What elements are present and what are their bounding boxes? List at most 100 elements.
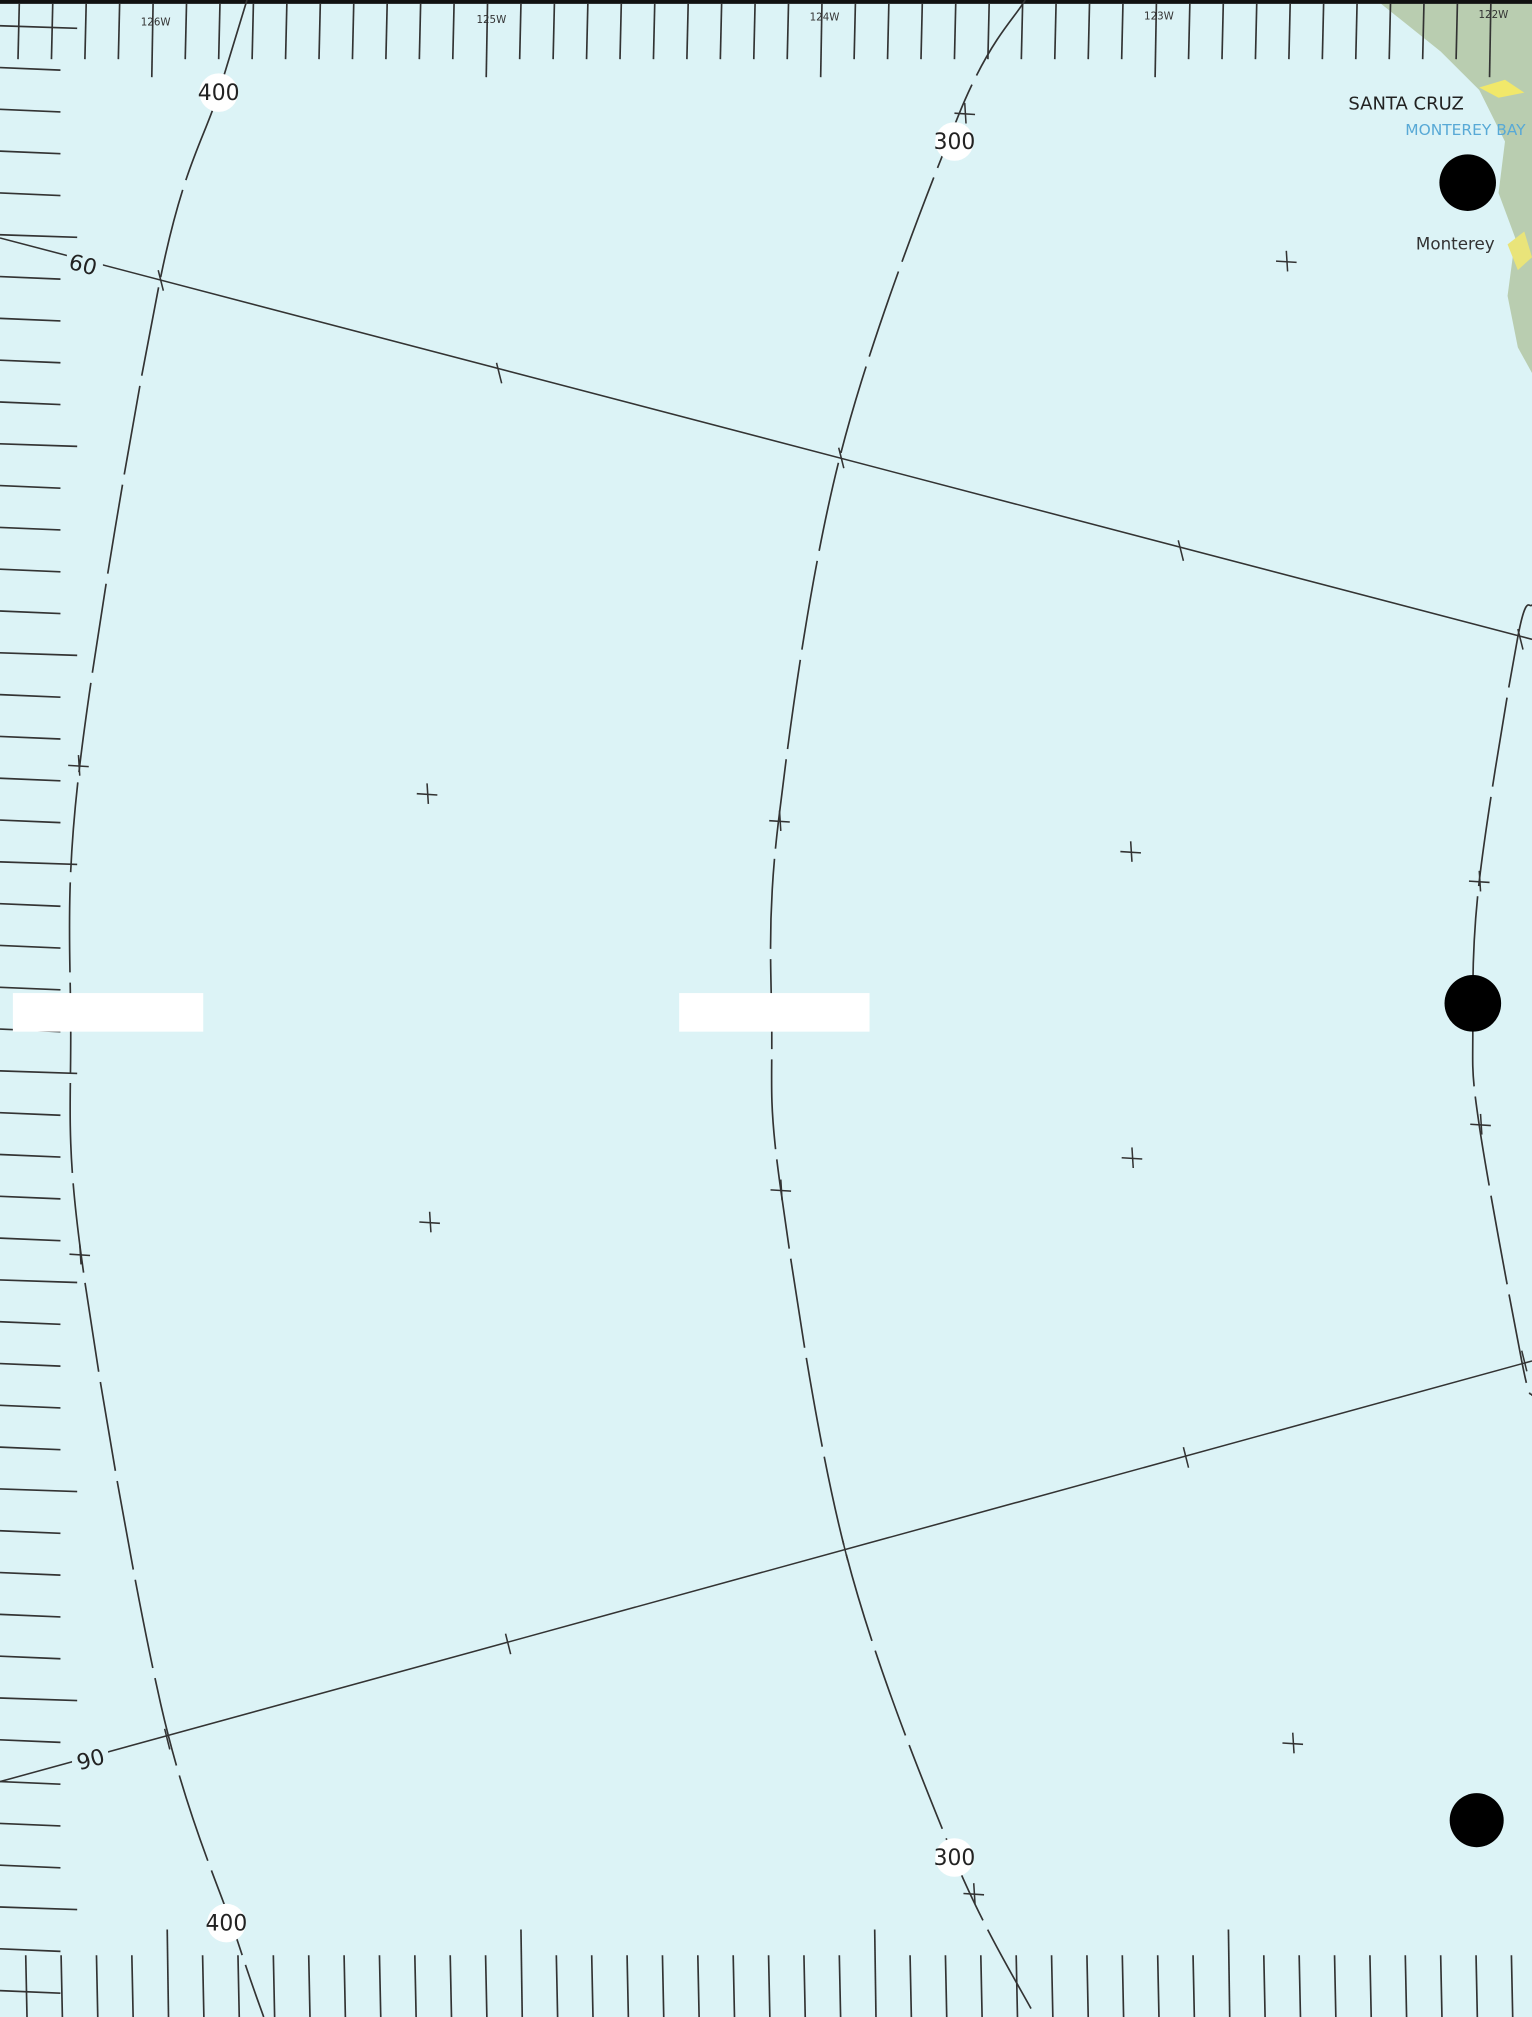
scale-tick	[485, 3, 489, 78]
scale-tick	[0, 819, 61, 824]
scale-tick	[0, 568, 61, 573]
scale-tick	[1354, 3, 1358, 60]
scale-tick	[0, 484, 61, 490]
range-label: 300	[934, 1846, 976, 1871]
scale-tick	[552, 3, 556, 60]
scale-tick	[0, 1195, 61, 1200]
town-area	[1507, 231, 1532, 271]
scale-tick	[0, 610, 61, 615]
scale-tick	[0, 1070, 78, 1075]
line-tick	[837, 447, 845, 469]
scale-tick	[385, 3, 389, 60]
scale-tick	[1120, 3, 1124, 60]
scale-tick	[307, 1955, 311, 2017]
scale-tick	[17, 3, 21, 60]
scale-tick	[696, 1955, 700, 2017]
scale-tick	[343, 1955, 347, 2017]
scale-tick	[449, 1955, 453, 2017]
scale-tick	[0, 108, 61, 113]
scale-tick	[0, 1571, 61, 1576]
blank-patch	[12, 993, 204, 1032]
scale-tick	[752, 3, 756, 60]
scale-tick	[418, 3, 422, 60]
line-tick	[157, 269, 165, 291]
range-label: 400	[206, 1911, 248, 1936]
scale-tick	[518, 3, 522, 60]
scale-tick	[1288, 3, 1292, 60]
scale-tick	[0, 192, 61, 197]
bearing-line	[0, 1360, 1532, 1783]
longitude-label: 124W	[810, 12, 840, 24]
cross-mark	[963, 102, 967, 124]
scale-tick	[0, 986, 61, 991]
scale-tick	[0, 1989, 61, 1995]
label-bg	[207, 1903, 246, 1943]
scale-tick	[0, 275, 61, 280]
scale-tick	[0, 1279, 78, 1284]
scale-tick	[1050, 1955, 1054, 2017]
longitude-label: 122W	[1479, 9, 1509, 21]
scale-tick	[0, 24, 78, 30]
scale-tick	[284, 3, 288, 60]
scale-tick	[0, 693, 61, 699]
scale-tick	[619, 3, 623, 60]
longitude-label: 125W	[476, 14, 506, 26]
scale-tick	[1086, 1955, 1090, 2017]
scale-tick	[150, 3, 154, 78]
scale-tick	[803, 1955, 807, 2017]
cross-mark	[1131, 1147, 1135, 1169]
scale-tick	[1488, 3, 1492, 78]
range-label: 300	[934, 130, 976, 155]
line-tick	[163, 1728, 171, 1750]
scale-tick	[0, 1697, 78, 1702]
line-tick	[495, 362, 503, 384]
scale-tick	[1121, 1955, 1125, 2017]
scale-tick	[873, 1929, 877, 2017]
scale-tick	[1388, 3, 1392, 60]
scale-tick	[1254, 3, 1258, 60]
longitude-label: 126W	[141, 17, 171, 29]
scale-tick	[909, 1955, 913, 2017]
scale-tick	[0, 1111, 61, 1117]
scale-tick	[0, 777, 61, 782]
line-tick	[1520, 1350, 1528, 1372]
scale-tick	[979, 1955, 983, 2017]
line-tick	[1517, 628, 1524, 650]
scale-tick	[626, 1955, 630, 2017]
scale-tick	[0, 735, 61, 740]
scale-tick	[1221, 3, 1225, 60]
scale-tick	[1369, 1955, 1373, 2017]
line-tick	[1177, 540, 1185, 562]
scale-tick	[50, 3, 54, 60]
scale-tick	[451, 3, 455, 60]
place-label: SANTA CRUZ	[1348, 93, 1463, 114]
scale-tick	[166, 1929, 170, 2017]
city-area	[1479, 79, 1525, 98]
line-tick	[841, 1539, 849, 1561]
scale-tick	[0, 1153, 61, 1158]
longitude-label: 123W	[1144, 10, 1174, 22]
scale-tick	[0, 150, 61, 155]
scale-tick	[1187, 3, 1191, 60]
scale-tick	[272, 1955, 276, 2017]
scale-tick	[0, 1362, 61, 1367]
label-bg	[72, 1744, 109, 1773]
scale-tick	[920, 3, 924, 60]
scale-tick	[131, 1955, 134, 2017]
scale-tick	[686, 3, 690, 60]
scale-tick	[1087, 3, 1091, 60]
scale-tick	[184, 3, 188, 60]
scale-tick	[0, 1613, 61, 1618]
scale-tick	[378, 1955, 382, 2017]
scale-tick	[585, 3, 589, 60]
scale-tick	[1439, 1955, 1443, 2017]
scale-tick	[60, 1955, 64, 2017]
scale-tick	[237, 1955, 241, 2017]
cross-mark	[77, 755, 81, 776]
bearing-line	[0, 237, 1532, 641]
scale-tick	[1404, 1955, 1408, 2017]
blank-patch	[679, 993, 870, 1032]
scale-tick	[0, 1529, 61, 1535]
